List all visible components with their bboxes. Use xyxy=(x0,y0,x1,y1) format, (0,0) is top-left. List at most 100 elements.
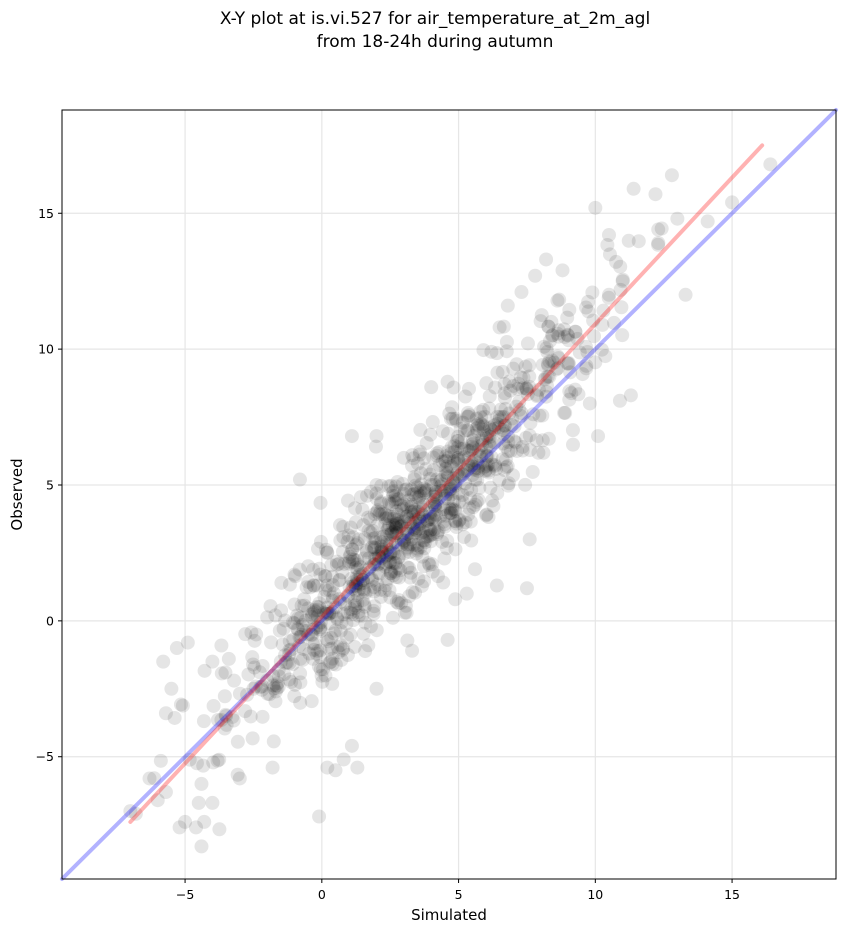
scatter-point xyxy=(400,633,415,648)
scatter-point xyxy=(487,435,502,450)
scatter-point xyxy=(416,525,431,540)
scatter-point xyxy=(421,521,436,536)
scatter-point xyxy=(457,464,472,479)
scatter-point xyxy=(651,222,666,237)
scatter-point xyxy=(322,616,337,631)
scatter-point xyxy=(416,509,431,524)
scatter-point xyxy=(490,409,505,424)
scatter-point xyxy=(383,590,398,605)
scatter-point xyxy=(408,585,423,600)
scatter-point xyxy=(409,490,424,505)
scatter-point xyxy=(446,471,461,486)
scatter-point xyxy=(158,785,173,800)
scatter-point xyxy=(320,545,335,560)
scatter-point xyxy=(429,485,444,500)
scatter-point xyxy=(394,595,409,610)
scatter-point xyxy=(293,666,308,681)
scatter-point xyxy=(477,409,492,424)
scatter-point xyxy=(390,492,405,507)
scatter-point xyxy=(438,453,453,468)
scatter-point xyxy=(725,195,740,210)
scatter-point xyxy=(391,516,406,531)
scatter-point xyxy=(404,482,419,497)
scatter-point xyxy=(400,541,415,556)
scatter-point xyxy=(580,345,595,360)
scatter-point xyxy=(519,381,534,396)
scatter-point xyxy=(437,491,452,506)
scatter-point xyxy=(391,596,406,611)
scatter-point xyxy=(346,530,361,545)
scatter-point xyxy=(423,427,438,442)
scatter-point xyxy=(536,445,551,460)
scatter-point xyxy=(560,328,575,343)
scatter-point xyxy=(287,616,302,631)
scatter-point xyxy=(457,441,472,456)
scatter-point xyxy=(400,540,415,555)
scatter-point xyxy=(214,712,229,727)
scatter-point xyxy=(301,574,316,589)
scatter-point xyxy=(197,814,212,829)
scatter-point xyxy=(232,771,247,786)
scatter-point xyxy=(348,538,363,553)
scatter-point xyxy=(324,558,339,573)
scatter-point xyxy=(287,689,302,704)
scatter-point xyxy=(410,543,425,558)
scatter-point xyxy=(128,806,143,821)
scatter-point xyxy=(417,481,432,496)
scatter-point xyxy=(440,466,455,481)
scatter-point xyxy=(358,615,373,630)
scatter-point xyxy=(384,497,399,512)
scatter-point xyxy=(550,326,565,341)
scatter-point xyxy=(194,839,209,854)
scatter-point xyxy=(369,486,384,501)
scatter-point xyxy=(448,478,463,493)
scatter-point xyxy=(388,479,403,494)
scatter-point xyxy=(429,496,444,511)
scatter-point xyxy=(350,572,365,587)
scatter-point xyxy=(432,458,447,473)
scatter-point xyxy=(579,358,594,373)
scatter-point xyxy=(557,405,572,420)
scatter-point xyxy=(448,542,463,557)
scatter-point xyxy=(402,537,417,552)
scatter-point xyxy=(379,528,394,543)
scatter-point xyxy=(391,492,406,507)
scatter-point xyxy=(388,556,403,571)
scatter-point xyxy=(520,387,535,402)
y-tick-label: 5 xyxy=(46,477,54,492)
scatter-point xyxy=(413,499,428,514)
scatter-point xyxy=(444,439,459,454)
scatter-point xyxy=(490,416,505,431)
scatter-point xyxy=(387,492,402,507)
scatter-point xyxy=(271,679,286,694)
scatter-point xyxy=(369,623,384,638)
scatter-point xyxy=(434,473,449,488)
scatter-point xyxy=(363,484,378,499)
scatter-point xyxy=(535,408,550,423)
scatter-point xyxy=(291,622,306,637)
scatter-point xyxy=(345,542,360,557)
scatter-point xyxy=(386,488,401,503)
scatter-point xyxy=(623,388,638,403)
scatter-point xyxy=(266,734,281,749)
scatter-point xyxy=(492,473,507,488)
scatter-point xyxy=(388,535,403,550)
scatter-point xyxy=(587,329,602,344)
scatter-point xyxy=(416,559,431,574)
scatter-point xyxy=(519,382,534,397)
scatter-point xyxy=(361,523,376,538)
scatter-point xyxy=(531,445,546,460)
scatter-point xyxy=(454,442,469,457)
scatter-point xyxy=(465,468,480,483)
scatter-point xyxy=(440,470,455,485)
scatter-point xyxy=(446,454,461,469)
scatter-point xyxy=(481,510,496,525)
scatter-point xyxy=(337,596,352,611)
scatter-point xyxy=(301,627,316,642)
scatter-point xyxy=(346,575,361,590)
scatter-point xyxy=(494,423,509,438)
scatter-point xyxy=(330,610,345,625)
plot-frame xyxy=(61,109,837,880)
scatter-point xyxy=(467,562,482,577)
scatter-point xyxy=(374,539,389,554)
